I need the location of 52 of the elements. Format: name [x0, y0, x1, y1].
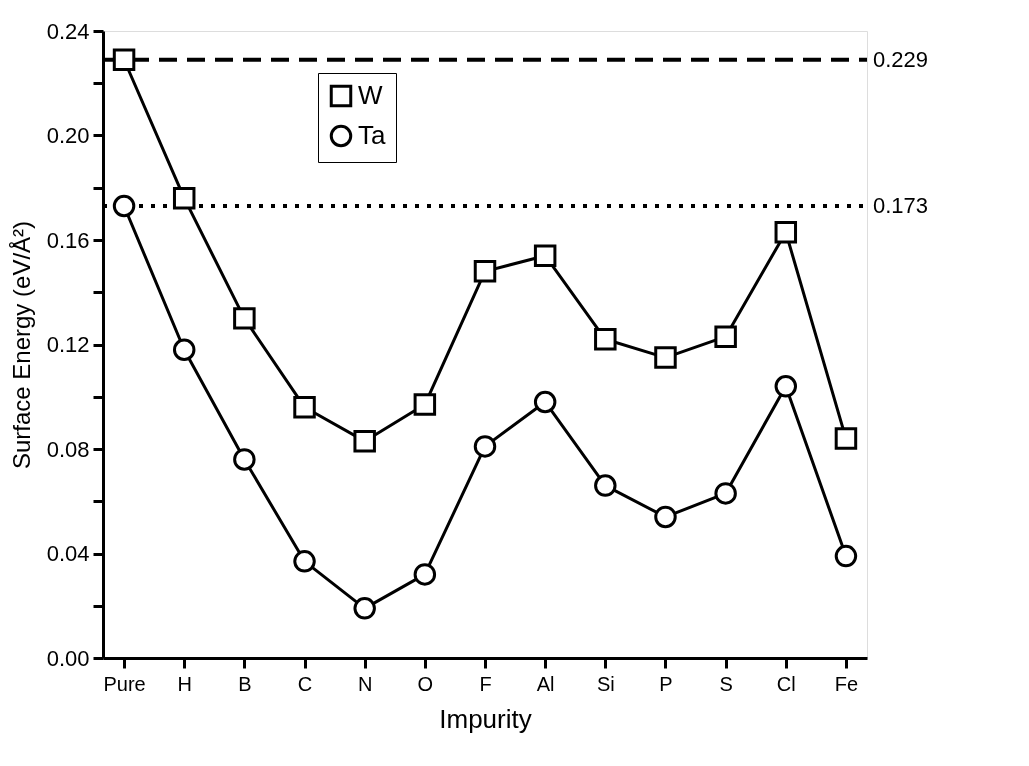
point	[413, 563, 437, 586]
legend-label: W	[358, 80, 383, 110]
y-tick-label: 0.04	[46, 541, 90, 566]
point	[172, 186, 196, 210]
y-tick-label: 0.16	[46, 227, 90, 253]
point	[594, 328, 617, 351]
y-tick-label: 0.20	[46, 123, 90, 148]
y-axis-title: Surface Energy (eV/Å²)	[7, 220, 35, 470]
x-tick-label: Al	[536, 672, 555, 695]
point	[172, 338, 196, 361]
point	[233, 307, 256, 330]
point	[112, 194, 136, 218]
legend-label: Ta	[358, 120, 386, 150]
y-tick-label: 0.08	[46, 436, 90, 462]
point	[654, 505, 677, 529]
ref-line-label: 0.173	[873, 193, 929, 219]
point	[774, 375, 798, 398]
x-tick-label: O	[417, 672, 434, 695]
point	[533, 390, 557, 414]
y-tick-label: 0.00	[46, 645, 90, 671]
x-tick-label: Si	[596, 672, 615, 695]
point	[413, 393, 437, 416]
x-tick-label: P	[659, 672, 673, 695]
point	[594, 474, 617, 497]
point	[473, 260, 497, 283]
point	[714, 325, 737, 348]
point	[353, 597, 376, 620]
y-tick-label: 0.12	[46, 332, 90, 357]
point	[473, 435, 497, 458]
x-tick-label: Cl	[776, 672, 796, 695]
x-tick-label: Fe	[834, 672, 859, 695]
point	[533, 244, 557, 267]
point	[233, 448, 256, 471]
point	[834, 544, 858, 568]
y-tick-label: 0.24	[46, 18, 90, 44]
x-tick-label: H	[177, 672, 192, 695]
x-tick-label: N	[357, 672, 373, 695]
x-axis-title: Impurity	[439, 703, 532, 734]
x-tick-label: Pure	[103, 672, 146, 695]
point	[293, 550, 316, 573]
ref-line-label: 0.229	[873, 46, 929, 72]
point	[834, 427, 858, 450]
point	[293, 395, 316, 419]
point	[714, 482, 737, 505]
point	[353, 429, 376, 453]
x-tick-label: F	[479, 672, 492, 695]
point	[654, 346, 677, 369]
point	[112, 48, 136, 71]
x-tick-label: C	[297, 672, 313, 695]
point	[774, 220, 798, 244]
x-tick-label: S	[719, 672, 733, 695]
x-tick-label: B	[238, 672, 252, 695]
